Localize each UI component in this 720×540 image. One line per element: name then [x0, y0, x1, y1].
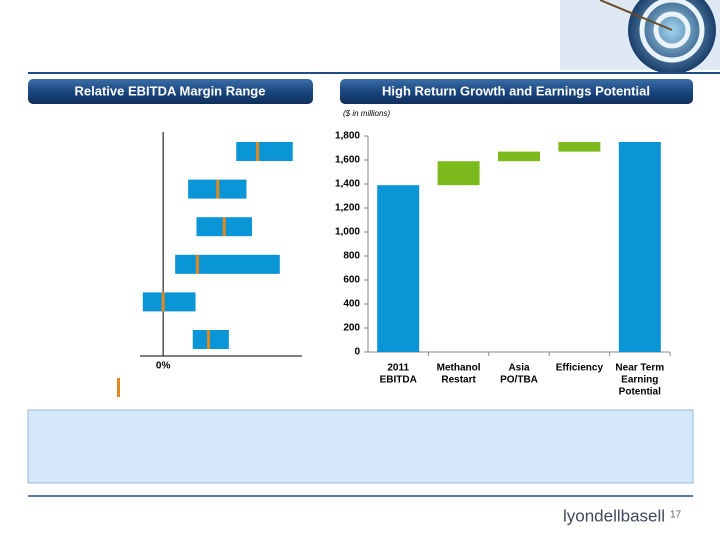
x-tick-label: PO/TBA: [500, 375, 538, 386]
legend-marker: [117, 378, 120, 397]
chart-subtitle: ($ in millions): [343, 109, 390, 118]
section-header: [340, 79, 693, 104]
header-graphic: [560, 0, 720, 74]
mid-marker: [222, 217, 226, 237]
y-tick-label: 1,200: [335, 203, 360, 214]
y-tick-label: 200: [343, 323, 360, 334]
x-tick-label: EBITDA: [380, 375, 417, 386]
x-tick-label: 0%: [156, 361, 171, 372]
page-number: 17: [670, 510, 682, 521]
y-tick-label: 1,400: [335, 179, 360, 190]
range-bar: [175, 254, 280, 274]
bar: [377, 185, 420, 352]
x-tick-label: Restart: [441, 375, 476, 386]
bar: [618, 142, 661, 352]
mid-marker: [256, 142, 260, 161]
y-tick-label: 800: [343, 251, 360, 262]
range-bar: [142, 292, 196, 312]
x-tick-label: Near Term: [615, 363, 664, 374]
y-tick-label: 400: [343, 299, 360, 310]
x-tick-label: Methanol: [437, 363, 481, 374]
range-bar: [236, 142, 293, 161]
logo: lyondellbasell: [563, 506, 665, 525]
bar: [498, 151, 540, 162]
x-tick-label: Efficiency: [556, 363, 604, 374]
bar: [558, 142, 601, 152]
mid-marker: [195, 254, 199, 274]
x-tick-label: 2011: [387, 363, 409, 374]
y-tick-label: 0: [354, 347, 360, 358]
text-box: [27, 409, 694, 484]
y-tick-label: 1,600: [335, 155, 360, 166]
mid-marker: [207, 330, 211, 349]
mid-marker: [216, 179, 220, 199]
bar: [437, 161, 480, 186]
x-tick-label: Potential: [619, 387, 661, 398]
section-title: High Return Growth and Earnings Potentia…: [382, 83, 650, 98]
y-tick-label: 1,800: [335, 131, 360, 142]
y-tick-label: 1,000: [335, 227, 360, 238]
section-title: Relative EBITDA Margin Range: [75, 83, 266, 98]
mid-marker: [161, 292, 165, 312]
x-tick-label: Earning: [621, 375, 658, 386]
x-tick-label: Asia: [508, 363, 530, 374]
range-bar: [192, 330, 229, 349]
y-tick-label: 600: [343, 275, 360, 286]
section-header: [28, 79, 313, 104]
